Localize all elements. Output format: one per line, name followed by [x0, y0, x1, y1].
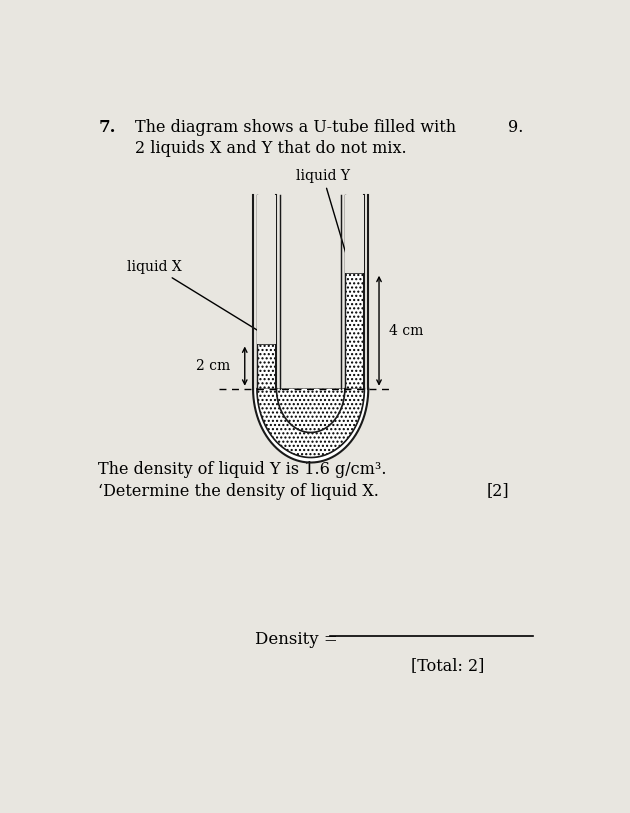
Polygon shape: [257, 389, 364, 458]
Text: [Total: 2]: [Total: 2]: [411, 657, 484, 674]
Text: The diagram shows a U-tube filled with: The diagram shows a U-tube filled with: [135, 120, 456, 137]
Bar: [257, 194, 277, 344]
Text: Density =: Density =: [255, 631, 337, 648]
Bar: [345, 273, 364, 389]
Text: 7.: 7.: [98, 120, 116, 137]
Polygon shape: [253, 389, 369, 463]
Text: liquid X: liquid X: [127, 259, 272, 339]
Text: liquid Y: liquid Y: [296, 169, 350, 267]
Text: 2 liquids X and Y that do not mix.: 2 liquids X and Y that do not mix.: [135, 140, 406, 157]
Text: [2]: [2]: [486, 483, 509, 499]
Text: 2 cm: 2 cm: [196, 359, 230, 373]
Text: 9.: 9.: [508, 120, 524, 137]
Bar: [345, 194, 364, 273]
Text: 4 cm: 4 cm: [389, 324, 423, 337]
Bar: [257, 344, 277, 389]
Text: ‘Determine the density of liquid X.: ‘Determine the density of liquid X.: [98, 483, 379, 499]
Text: The density of liquid Y is 1.6 g/cm³.: The density of liquid Y is 1.6 g/cm³.: [98, 461, 387, 478]
